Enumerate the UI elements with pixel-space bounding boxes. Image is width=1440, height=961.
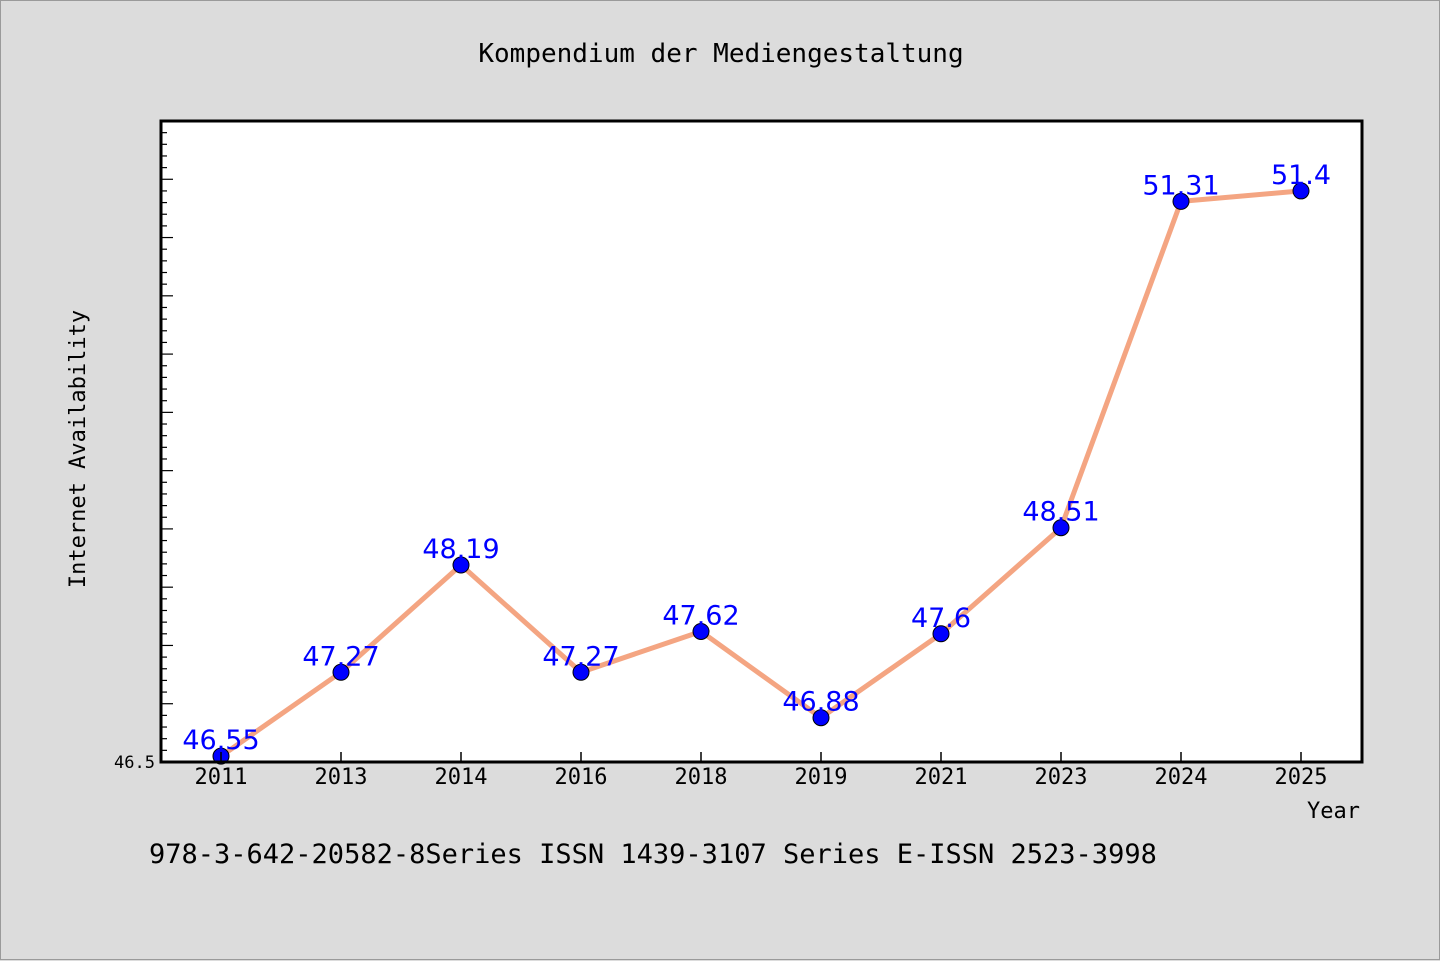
x-tick-label: 2014 <box>435 765 488 790</box>
data-label: 47.6 <box>911 603 971 634</box>
plot-frame <box>159 119 1364 764</box>
footer-text: 978-3-642-20582-8Series ISSN 1439-3107 S… <box>149 839 1157 870</box>
data-label: 47.62 <box>662 600 739 631</box>
x-tick-label: 2016 <box>555 765 608 790</box>
x-tick-label: 2021 <box>915 765 968 790</box>
x-tick-label: 2025 <box>1275 765 1328 790</box>
data-point <box>1292 182 1310 200</box>
x-axis-tick-labels: 2011 2013 2014 2016 2018 2019 2021 2023 2024 2025 <box>195 752 1328 790</box>
data-label: 46.88 <box>782 687 859 718</box>
x-axis-label: Year <box>1307 799 1360 824</box>
data-point <box>1052 519 1070 537</box>
data-label-layer: 46.55 47.27 48.19 47.27 47.62 46.88 47.6 48.51 5… <box>182 160 1331 756</box>
data-label: 48.51 <box>1022 497 1099 528</box>
data-point <box>572 663 590 681</box>
x-tick-label: 2023 <box>1035 765 1088 790</box>
series-line <box>219 188 1302 759</box>
x-tick-label: 2011 <box>195 765 248 790</box>
data-point <box>452 556 470 574</box>
data-point <box>812 709 830 727</box>
y-tick-label: 46.5 <box>114 753 155 773</box>
x-tick-label: 2024 <box>1155 765 1208 790</box>
x-tick-label: 2019 <box>795 765 848 790</box>
data-point <box>1172 192 1190 210</box>
series-line-layer <box>219 188 1302 759</box>
x-tick-label: 2013 <box>315 765 368 790</box>
x-tick-label: 2018 <box>675 765 728 790</box>
data-point <box>692 622 710 640</box>
data-label: 51.31 <box>1142 170 1219 201</box>
data-point <box>932 625 950 643</box>
data-point <box>332 663 350 681</box>
data-label: 48.19 <box>422 534 499 565</box>
data-label: 51.4 <box>1271 160 1331 191</box>
chart-title: Kompendium der Mediengestaltung <box>478 39 963 69</box>
data-label: 47.27 <box>542 641 619 672</box>
data-label: 47.27 <box>302 641 379 672</box>
y-axis-tick-labels: 46.5 <box>114 753 155 773</box>
y-axis-label: Internet Availability <box>66 310 91 588</box>
data-label: 46.55 <box>182 725 259 756</box>
